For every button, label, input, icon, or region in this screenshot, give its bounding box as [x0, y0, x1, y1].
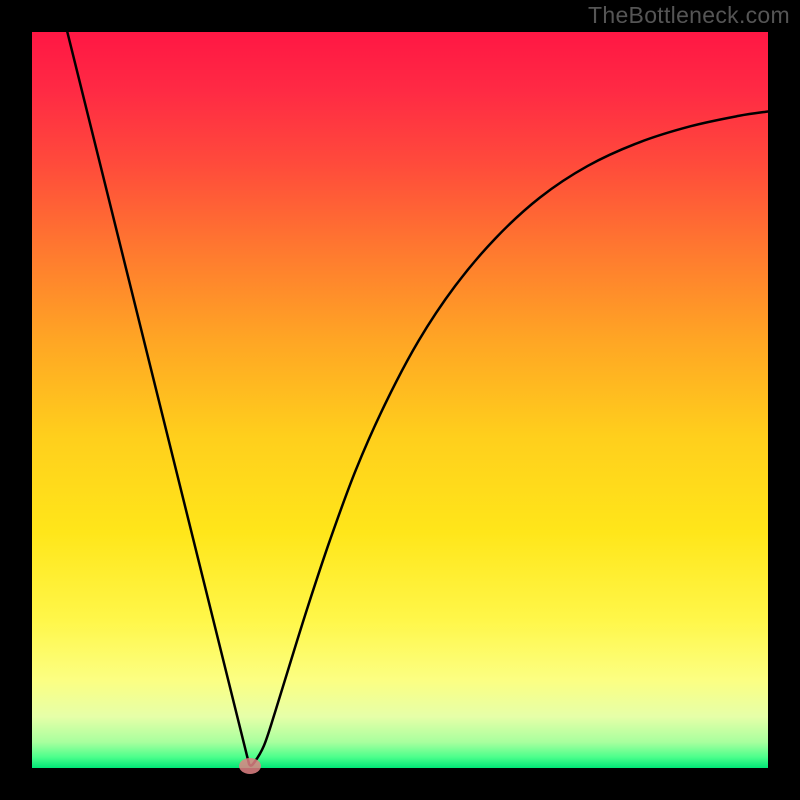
- watermark-text: TheBottleneck.com: [588, 2, 790, 29]
- background-gradient: [32, 32, 768, 768]
- chart-container: TheBottleneck.com: [0, 0, 800, 800]
- plot-area: [32, 32, 768, 768]
